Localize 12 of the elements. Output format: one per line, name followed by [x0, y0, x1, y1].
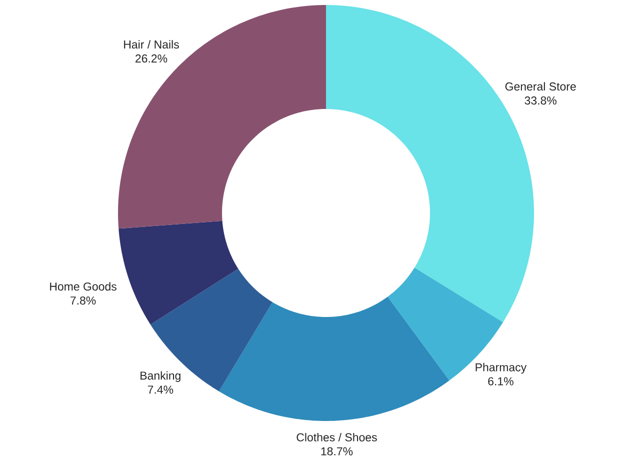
data-label: 18.7% — [321, 447, 353, 456]
data-label: 33.8% — [524, 96, 556, 105]
slice-label: Hair / Nails — [124, 40, 179, 49]
slice-label: Clothes / Shoes — [296, 432, 377, 442]
slice-label: Pharmacy — [476, 362, 527, 374]
slice-label: Home Goods — [50, 282, 116, 291]
data-label: 7.8% — [70, 296, 96, 305]
slice-label: Banking — [140, 371, 180, 382]
data-label: 6.1% — [488, 377, 514, 386]
slice-label: General Store — [505, 82, 576, 91]
data-label: 7.4% — [148, 386, 174, 394]
data-label: 26.2% — [136, 54, 168, 63]
